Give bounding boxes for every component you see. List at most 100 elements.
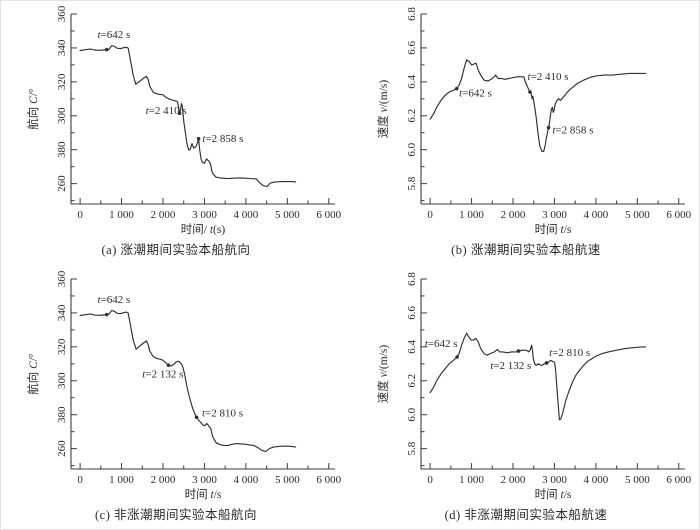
x-tick-label: 2 000 xyxy=(501,474,526,486)
x-tick-label: 1 000 xyxy=(109,474,134,486)
axes xyxy=(420,14,685,205)
y-tick-label: 360 xyxy=(56,5,68,22)
y-tick-label: 340 xyxy=(56,304,68,321)
series-line xyxy=(429,59,647,152)
chart-b-plot: 0 1 000 2 000 3 000 4 000 5 000 6 000 5.8 6.0 6.2… xyxy=(376,7,692,236)
x-tick-label: 4 000 xyxy=(234,209,259,221)
x-axis-label: 时间 t/s xyxy=(535,223,572,236)
annotation-marker xyxy=(104,312,109,317)
x-tick-label: 3 000 xyxy=(192,474,217,486)
y-tick-label: 360 xyxy=(56,270,68,287)
x-tick-label: 4 000 xyxy=(584,209,609,221)
x-tick-label: 0 xyxy=(427,474,433,486)
chart-b-caption: (b) 涨潮期间实验本船航速 xyxy=(451,243,601,257)
x-tick-label: 2 000 xyxy=(151,474,176,486)
y-tick-label: 380 xyxy=(56,141,68,158)
y-axis-label: 航向 C/° xyxy=(26,88,40,130)
x-tick-label: 5 000 xyxy=(625,474,650,486)
annotation-marker xyxy=(177,111,182,116)
y-tick-label: 340 xyxy=(56,39,68,56)
x-axis-label: 时间/ t(s) xyxy=(181,223,226,236)
y-tick-label: 5.8 xyxy=(406,441,418,455)
x-tick-label: 6 000 xyxy=(666,209,691,221)
x-tick-label: 1 000 xyxy=(459,209,484,221)
annotation-label: t=2 410 s xyxy=(528,71,569,83)
annotation-marker xyxy=(516,349,521,353)
y-tick-label: 380 xyxy=(56,406,68,423)
annotation-label: t=2 410 s xyxy=(146,105,187,117)
annotation-label: t=2 132 s xyxy=(490,360,531,372)
x-tick-label: 3 000 xyxy=(192,209,217,221)
ticks xyxy=(71,13,330,204)
x-tick-label: 3 000 xyxy=(542,209,567,221)
annotation-label: t=2 132 s xyxy=(142,368,183,380)
annotation-marker xyxy=(454,86,459,91)
annotation-label: t=2 810 s xyxy=(202,407,243,419)
x-tick-label: 0 xyxy=(77,209,83,221)
x-tick-label: 0 xyxy=(77,474,83,486)
y-axis-label: 速度 v/(m/s) xyxy=(376,80,390,139)
annotation-label: t=2 858 s xyxy=(202,133,243,145)
chart-c-caption: (c) 非涨潮期间实验本船航向 xyxy=(95,508,257,522)
chart-c-plot: 0 1 000 2 000 3 000 4 000 5 000 6 000 260 380 300… xyxy=(26,270,342,501)
x-tick-label: 5 000 xyxy=(625,209,650,221)
annotation-marker xyxy=(546,125,551,130)
axes xyxy=(420,279,685,470)
annotation-label: t=642 s xyxy=(425,338,458,350)
axes xyxy=(70,14,335,205)
series-line xyxy=(79,45,297,188)
annotation-marker xyxy=(544,361,549,365)
x-tick-label: 2 000 xyxy=(151,209,176,221)
annotation-marker xyxy=(196,136,201,141)
annotation-label: t=2 858 s xyxy=(552,125,593,137)
x-tick-label: 6 000 xyxy=(666,474,691,486)
y-tick-label: 6.8 xyxy=(406,272,418,286)
y-axis-label: 航向 C/° xyxy=(26,353,40,395)
y-tick-label: 300 xyxy=(56,107,68,124)
y-tick-label: 260 xyxy=(56,440,68,457)
x-tick-label: 6 000 xyxy=(316,209,341,221)
chart-panel-a: 0 1 000 2 000 3 000 4 000 5 000 6 000 260 380 300… xyxy=(1,1,351,266)
x-tick-label: 4 000 xyxy=(584,474,609,486)
annotation-label: t=642 s xyxy=(98,29,131,41)
x-tick-label: 0 xyxy=(427,209,433,221)
annotation-label: t=642 s xyxy=(459,87,492,99)
annotation-marker xyxy=(104,47,109,52)
x-tick-label: 4 000 xyxy=(234,474,259,486)
x-axis-label: 时间 t/s xyxy=(185,488,222,501)
y-tick-label: 6.0 xyxy=(406,407,418,421)
x-tick-label: 1 000 xyxy=(109,209,134,221)
annotation-marker xyxy=(194,415,199,420)
ticks xyxy=(421,278,680,469)
annotation-label: t=642 s xyxy=(98,294,131,306)
y-tick-label: 320 xyxy=(56,338,68,355)
y-tick-label: 6.6 xyxy=(406,41,418,55)
y-tick-label: 260 xyxy=(56,175,68,192)
y-tick-label: 6.0 xyxy=(406,142,418,156)
ticks xyxy=(71,278,330,469)
series-line xyxy=(429,332,647,421)
y-tick-label: 300 xyxy=(56,372,68,389)
y-tick-label: 5.8 xyxy=(406,176,418,190)
chart-panel-b: 0 1 000 2 000 3 000 4 000 5 000 6 000 5.8 6.0 6.2… xyxy=(351,1,699,266)
chart-d-caption: (d) 非涨潮期间实验本船航速 xyxy=(444,508,608,522)
series-line xyxy=(79,310,297,452)
x-tick-label: 6 000 xyxy=(316,474,341,486)
x-tick-label: 1 000 xyxy=(459,474,484,486)
chart-d-plot: 0 1 000 2 000 3 000 4 000 5 000 6 000 5.8 6.0 6.2… xyxy=(376,272,692,501)
y-tick-label: 6.8 xyxy=(406,7,418,21)
x-tick-label: 3 000 xyxy=(542,474,567,486)
y-axis-label: 速度 v/(m/s) xyxy=(376,345,390,404)
y-tick-label: 6.2 xyxy=(406,374,418,388)
y-tick-label: 320 xyxy=(56,73,68,90)
axes xyxy=(70,279,335,470)
y-tick-label: 6.2 xyxy=(406,109,418,123)
x-axis-label: 时间 t/s xyxy=(535,488,572,501)
x-tick-label: 5 000 xyxy=(275,209,300,221)
annotation-marker xyxy=(455,355,459,359)
x-tick-label: 5 000 xyxy=(275,474,300,486)
y-tick-label: 6.4 xyxy=(406,339,418,353)
annotation-marker xyxy=(166,363,171,367)
annotation-marker xyxy=(528,90,532,94)
